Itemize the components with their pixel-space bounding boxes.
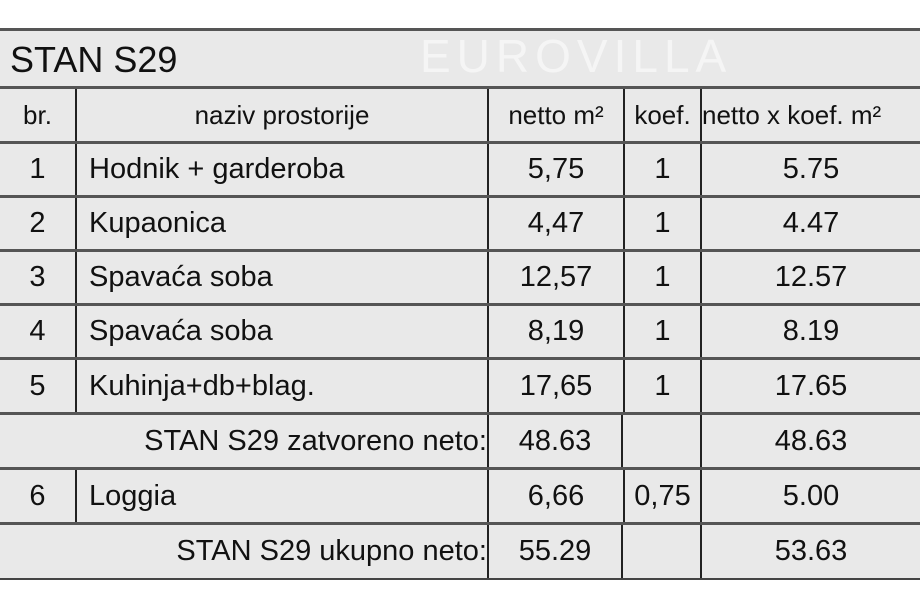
room-koef: 1: [623, 144, 700, 195]
room-netto: 12,57: [487, 252, 623, 303]
closed-subtotal-netto: 48.63: [487, 415, 623, 467]
table-title: STAN S29: [10, 39, 178, 80]
room-koef: 1: [623, 252, 700, 303]
table-row: 1 Hodnik + garderoba 5,75 1 5.75: [0, 141, 920, 195]
room-netto-koef: 12.57: [700, 252, 920, 303]
closed-subtotal-row: STAN S29 zatvoreno neto: 48.63 48.63: [0, 412, 920, 467]
room-name: Hodnik + garderoba: [75, 144, 487, 195]
total-label: STAN S29 ukupno neto:: [176, 535, 487, 567]
room-koef: 1: [623, 306, 700, 357]
table-row: 2 Kupaonica 4,47 1 4.47: [0, 195, 920, 249]
room-name: Loggia: [75, 470, 487, 522]
room-netto-koef: 5.00: [700, 470, 920, 522]
room-netto: 4,47: [487, 198, 623, 249]
area-table: STAN S29 br. naziv prostorije netto m² k…: [0, 28, 920, 580]
room-netto-koef: 17.65: [700, 360, 920, 412]
room-netto: 8,19: [487, 306, 623, 357]
room-name: Spavaća soba: [75, 306, 487, 357]
room-name: Kupaonica: [75, 198, 487, 249]
table-row: 4 Spavaća soba 8,19 1 8.19: [0, 303, 920, 357]
room-number: 5: [29, 369, 46, 402]
closed-subtotal-label: STAN S29 zatvoreno neto:: [144, 424, 487, 457]
room-number: 1: [29, 153, 46, 185]
room-name: Kuhinja+db+blag.: [75, 360, 487, 412]
room-number: 2: [29, 207, 46, 239]
header-row: br. naziv prostorije netto m² koef. nett…: [0, 86, 920, 141]
room-number: 6: [29, 479, 46, 512]
header-netto-koef: netto x koef. m²: [700, 89, 920, 141]
header-koef: koef.: [623, 89, 700, 141]
total-row: STAN S29 ukupno neto: 55.29 53.63: [0, 522, 920, 578]
header-name: naziv prostorije: [75, 89, 487, 141]
total-netto-koef: 53.63: [700, 525, 920, 578]
header-netto: netto m²: [487, 89, 623, 141]
room-number: 4: [29, 315, 46, 347]
room-koef: 1: [623, 360, 700, 412]
room-koef: 1: [623, 198, 700, 249]
room-netto-koef: 4.47: [700, 198, 920, 249]
table-row: 5 Kuhinja+db+blag. 17,65 1 17.65: [0, 357, 920, 412]
header-br: br.: [23, 99, 52, 130]
room-koef: 0,75: [623, 470, 700, 522]
room-netto: 6,66: [487, 470, 623, 522]
room-netto-koef: 5.75: [700, 144, 920, 195]
table-row: 3 Spavaća soba 12,57 1 12.57: [0, 249, 920, 303]
room-netto: 17,65: [487, 360, 623, 412]
closed-subtotal-netto-koef: 48.63: [700, 415, 920, 467]
room-netto: 5,75: [487, 144, 623, 195]
room-name: Spavaća soba: [75, 252, 487, 303]
room-number: 3: [29, 261, 46, 293]
room-netto-koef: 8.19: [700, 306, 920, 357]
table-row: 6 Loggia 6,66 0,75 5.00: [0, 467, 920, 522]
total-netto: 55.29: [487, 525, 623, 578]
